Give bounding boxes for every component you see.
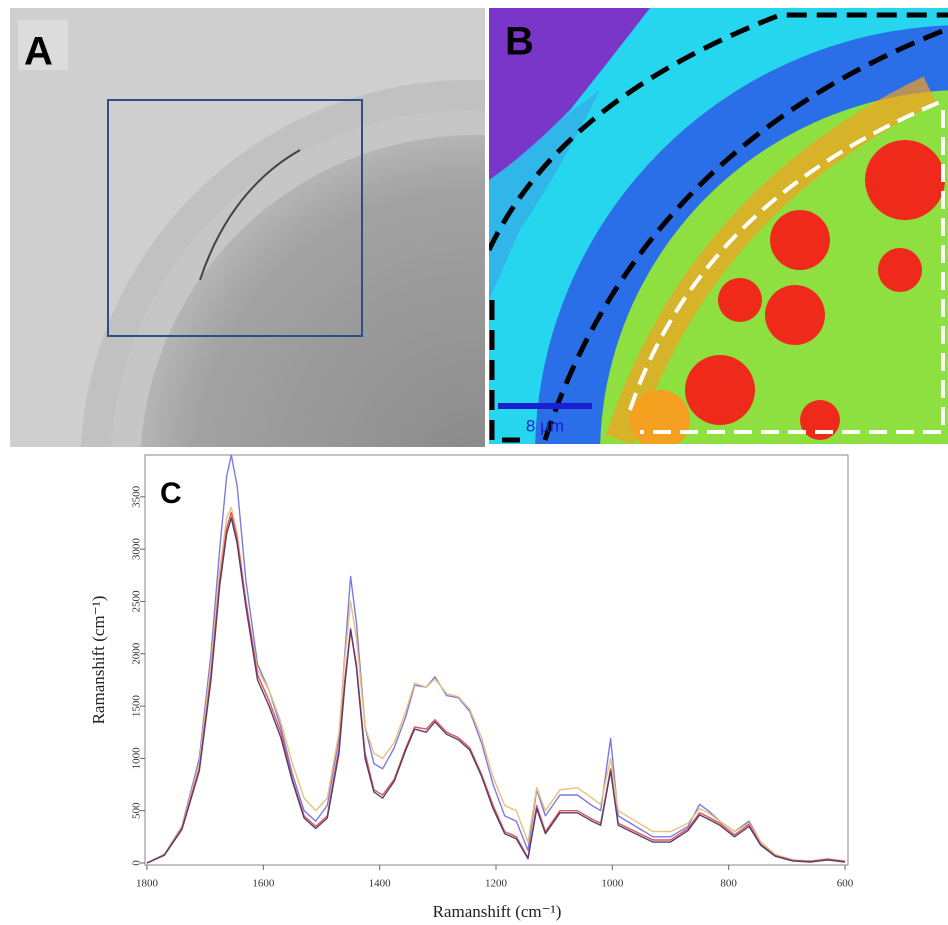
x-tick-label: 1600	[252, 878, 275, 890]
spectrum-line	[146, 511, 846, 864]
scale-bar-label: 8 µm	[526, 416, 564, 435]
y-tick-label: 1000	[131, 747, 143, 770]
plot-frame	[144, 454, 849, 866]
spectrum-line	[146, 517, 846, 864]
x-tick-label: 1200	[485, 878, 508, 890]
y-tick-label: 0	[131, 860, 143, 866]
x-tick-label: 600	[837, 878, 854, 890]
y-axis-label: Ramanshift (cm⁻¹)	[89, 596, 108, 725]
x-tick-label: 1400	[369, 878, 392, 890]
y-tick-label: 3500	[131, 485, 143, 508]
x-tick-label: 1800	[136, 878, 159, 890]
panel-label: B	[505, 20, 534, 64]
y-tick-label: 3000	[131, 538, 143, 561]
panel-label: A	[24, 30, 53, 74]
panel-label: C	[160, 477, 182, 510]
x-tick-label: 1000	[601, 878, 624, 890]
y-tick-label: 2500	[131, 590, 143, 613]
x-axis-label: Ramanshift (cm⁻¹)	[433, 902, 562, 921]
panel-b	[489, 8, 948, 444]
panel-a	[10, 8, 485, 447]
x-tick-label: 800	[720, 878, 737, 890]
plot: 1800 1600 1400 1200 1000 800 600 0 500 1000 1500 20…	[131, 454, 854, 890]
spectrum-line	[146, 454, 846, 864]
y-tick-label: 500	[131, 802, 143, 819]
y-tick-label: 2000	[131, 642, 143, 665]
y-tick-label: 1500	[131, 695, 143, 718]
